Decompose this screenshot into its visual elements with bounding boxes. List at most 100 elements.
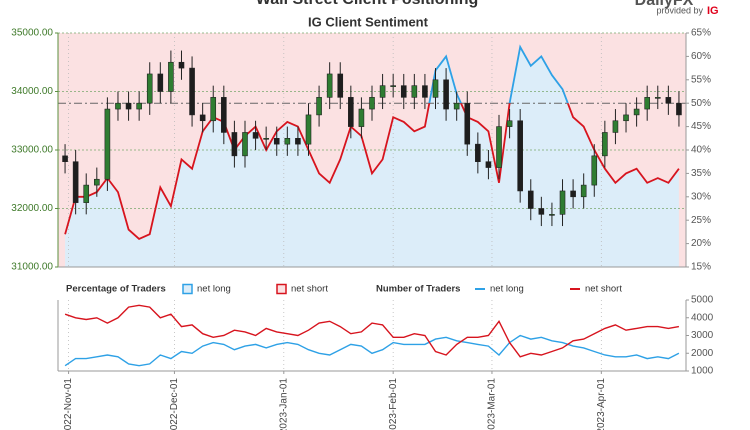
candle-body xyxy=(125,102,132,110)
x-tick-label: 2023-Feb-01 xyxy=(388,378,399,430)
candle-body xyxy=(517,120,523,192)
x-tick-label: 2023-Jan-01 xyxy=(278,378,289,430)
candle-body xyxy=(115,102,121,110)
y2-tick-label: 55% xyxy=(691,74,711,85)
y2-tick-label: 65% xyxy=(691,28,711,39)
y-tick-label: 1000 xyxy=(691,366,714,377)
y-tick-label: 31000.00 xyxy=(11,262,53,273)
x-tick-label: 2023-Apr-01 xyxy=(596,378,607,430)
candle-body xyxy=(62,155,68,163)
y2-tick-label: 50% xyxy=(691,98,711,109)
candle-body xyxy=(104,108,111,180)
candle-body xyxy=(305,114,312,145)
legend-swatch xyxy=(276,283,287,295)
candle-body xyxy=(443,79,449,110)
candle-body xyxy=(612,120,619,133)
y-tick-label: 2000 xyxy=(691,348,714,359)
legend-label: net short xyxy=(291,284,328,295)
legend-swatch xyxy=(182,283,193,295)
candle-body xyxy=(157,73,164,92)
y-tick-label: 32000.00 xyxy=(11,203,53,214)
long-area xyxy=(65,47,679,267)
candle-body xyxy=(94,178,100,186)
candle-body xyxy=(665,97,672,104)
y2-tick-label: 20% xyxy=(691,238,711,249)
candle-body xyxy=(358,108,365,127)
candle-body xyxy=(178,61,185,69)
candle-body xyxy=(485,161,492,168)
y-tick-label: 3000 xyxy=(691,330,714,341)
legend-label: net long xyxy=(197,284,231,295)
candle-body xyxy=(146,73,153,104)
legend-label: net short xyxy=(585,284,622,295)
y-tick-label: 33000.00 xyxy=(11,145,53,156)
y2-tick-label: 35% xyxy=(691,168,711,179)
candle-body xyxy=(400,85,407,98)
x-tick-label: 2022-Nov-01 xyxy=(63,378,74,430)
candle-body xyxy=(464,102,471,145)
candle-body xyxy=(453,102,460,110)
legend-title: Number of Traders xyxy=(376,284,460,295)
logo-tagline: provided by xyxy=(656,5,703,15)
candle-body xyxy=(326,73,333,98)
candle-body xyxy=(549,214,555,216)
y2-tick-label: 25% xyxy=(691,215,711,226)
candle-body xyxy=(242,132,248,157)
candle-body xyxy=(72,161,79,203)
candle-body xyxy=(623,114,629,122)
candle-body xyxy=(231,132,238,157)
candle-body xyxy=(348,97,354,127)
candle-body xyxy=(273,138,280,145)
candle-body xyxy=(390,85,396,87)
chart-subtitle: IG Client Sentiment xyxy=(308,14,429,29)
candle-body xyxy=(676,102,682,116)
candle-body xyxy=(199,114,206,122)
candle-body xyxy=(284,138,291,145)
chart-title: Wall Street Client Positioning xyxy=(256,0,479,8)
candle-body xyxy=(527,190,534,209)
candle-body xyxy=(633,108,640,116)
candle-body xyxy=(506,120,513,127)
candle-body xyxy=(263,138,269,140)
y-tick-label: 5000 xyxy=(691,295,714,306)
long-line-below xyxy=(64,103,680,240)
candle-body xyxy=(411,85,418,98)
candle-body xyxy=(168,61,174,92)
y2-tick-label: 45% xyxy=(691,121,711,132)
y2-tick-label: 15% xyxy=(691,262,711,273)
y2-tick-label: 40% xyxy=(691,145,711,156)
candle-body xyxy=(221,97,227,133)
candle-body xyxy=(602,132,608,157)
legend-label: net long xyxy=(490,284,524,295)
candle-body xyxy=(337,73,344,98)
candle-body xyxy=(210,97,217,122)
logo-brand: DailyFX xyxy=(635,0,694,9)
candle-body xyxy=(189,67,195,116)
candle-body xyxy=(316,97,322,116)
candle-body xyxy=(580,184,587,198)
candle-body xyxy=(369,97,375,110)
y-tick-label: 4000 xyxy=(691,312,714,323)
candle-body xyxy=(379,85,386,98)
candle-body xyxy=(496,126,502,168)
traders-line xyxy=(64,334,680,367)
candle-body xyxy=(538,208,545,215)
candle-body xyxy=(570,190,576,198)
y-tick-label: 34000.00 xyxy=(11,86,53,97)
candle-body xyxy=(654,97,661,99)
candle-body xyxy=(136,102,142,110)
candle-body xyxy=(559,190,566,215)
candle-body xyxy=(422,85,428,98)
candle-body xyxy=(295,138,301,145)
candle-body xyxy=(644,97,650,110)
y-tick-label: 35000.00 xyxy=(11,28,53,39)
candle-body xyxy=(591,155,598,186)
candle-body xyxy=(83,184,90,203)
logo-provider: IG xyxy=(707,5,719,17)
x-tick-label: 2023-Mar-01 xyxy=(487,378,498,430)
legend-title: Percentage of Traders xyxy=(66,284,166,295)
x-tick-label: 2022-Dec-01 xyxy=(169,378,180,430)
candle-body xyxy=(475,143,481,162)
